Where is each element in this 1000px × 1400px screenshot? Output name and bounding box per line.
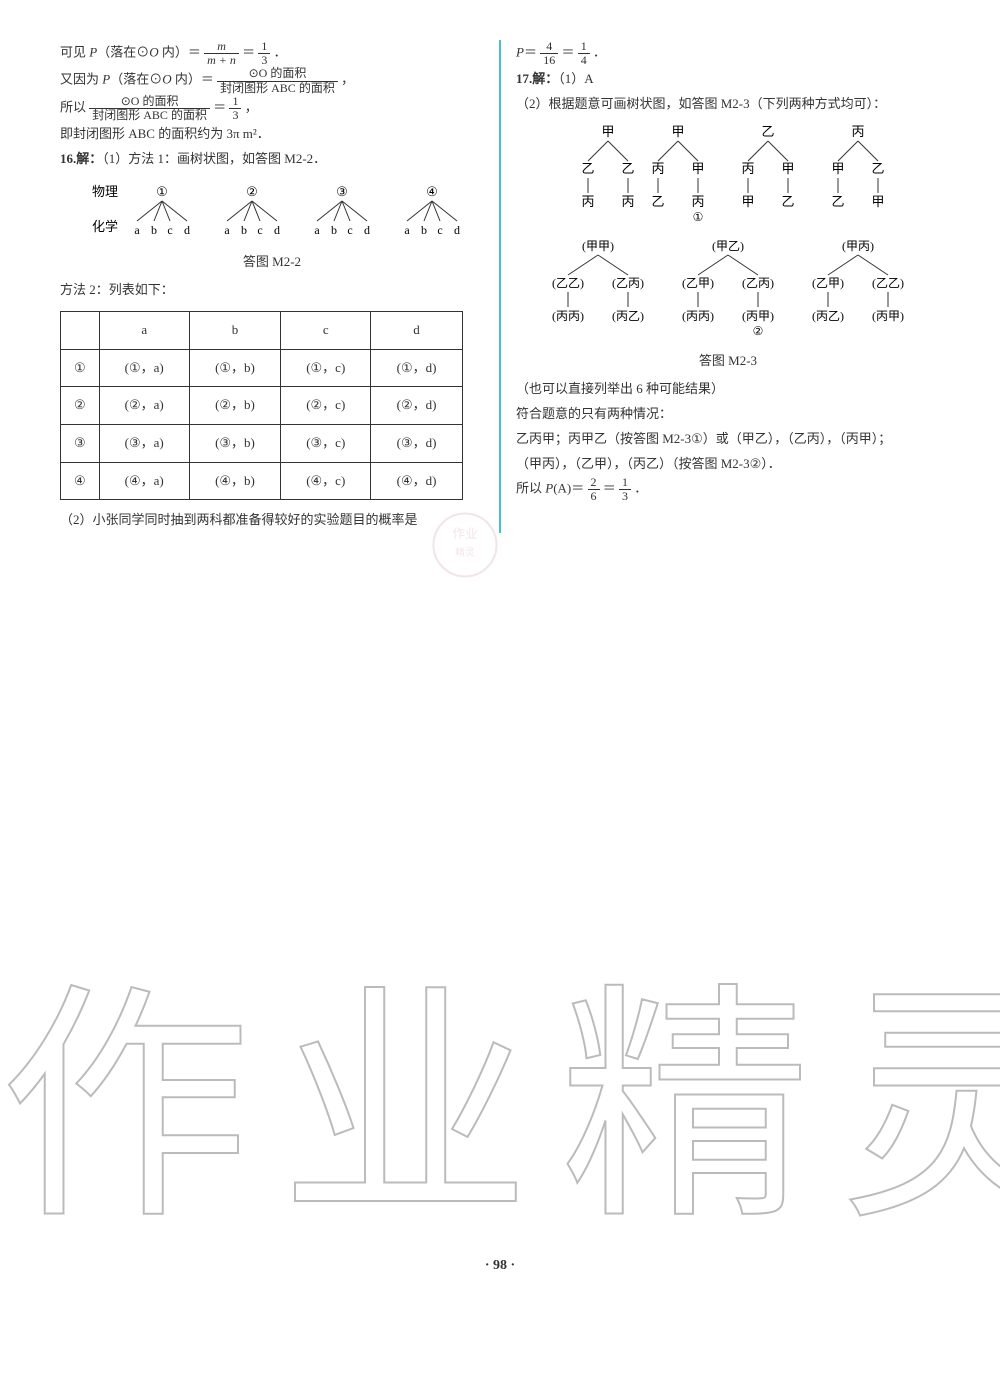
svg-text:乙: 乙 xyxy=(581,161,594,176)
q17-header: 17.解：（1）A xyxy=(516,67,940,92)
svg-text:d: d xyxy=(184,223,190,237)
svg-text:丙: 丙 xyxy=(691,194,704,209)
svg-text:a: a xyxy=(314,223,320,237)
svg-text:a: a xyxy=(404,223,410,237)
svg-text:甲: 甲 xyxy=(671,124,684,139)
svg-text:b: b xyxy=(331,223,337,237)
svg-text:甲: 甲 xyxy=(601,124,614,139)
svg-text:a: a xyxy=(224,223,230,237)
svg-text:乙: 乙 xyxy=(651,194,664,209)
method2-label: 方法 2：列表如下： xyxy=(60,278,484,303)
svg-text:(丙乙): (丙乙) xyxy=(812,309,844,323)
right-column: P＝ 416 ＝ 14 ． 17.解：（1）A （2）根据题意可画树状图，如答图… xyxy=(499,40,940,533)
svg-text:乙: 乙 xyxy=(871,161,884,176)
svg-text:b: b xyxy=(241,223,247,237)
svg-text:丙: 丙 xyxy=(581,194,594,209)
svg-text:(乙丙): (乙丙) xyxy=(742,276,774,290)
tree-caption: 答图 M2-3 xyxy=(516,349,940,374)
svg-text:精灵: 精灵 xyxy=(455,546,475,559)
svg-text:④: ④ xyxy=(426,184,438,199)
svg-text:c: c xyxy=(167,223,172,237)
svg-text:(丙甲): (丙甲) xyxy=(742,309,774,323)
svg-text:(乙甲): (乙甲) xyxy=(812,276,844,290)
svg-text:物理: 物理 xyxy=(92,184,118,199)
svg-text:(乙甲): (乙甲) xyxy=(682,276,714,290)
text-line: （2）根据题意可画树状图，如答图 M2-3（下列两种方式均可）： xyxy=(516,92,940,117)
svg-text:①: ① xyxy=(156,184,168,199)
svg-text:d: d xyxy=(274,223,280,237)
svg-text:(甲乙): (甲乙) xyxy=(712,239,744,253)
svg-text:丙: 丙 xyxy=(741,161,754,176)
svg-text:a: a xyxy=(134,223,140,237)
svg-text:丙: 丙 xyxy=(651,161,664,176)
svg-text:乙: 乙 xyxy=(621,161,634,176)
text-line: 乙丙甲；丙甲乙（按答图 M2-3①）或（甲乙），（乙丙），（丙甲）； xyxy=(516,427,940,452)
svg-text:甲: 甲 xyxy=(871,194,884,209)
text-line: P＝ 416 ＝ 14 ． xyxy=(516,40,940,67)
svg-text:(乙乙): (乙乙) xyxy=(552,276,584,290)
text-line: 可见 P（落在⊙O 内）＝ mm + n ＝ 13 ． xyxy=(60,40,484,67)
svg-text:化学: 化学 xyxy=(92,219,118,234)
svg-text:b: b xyxy=(151,223,157,237)
probability-table: a b c d ①(①，a)(①，b)(①，c)(①，d) ②(②，a)(②，b… xyxy=(60,311,463,500)
text-line: 又因为 P（落在⊙O 内）＝ ⊙O 的面积封闭图形 ABC 的面积 ， xyxy=(60,67,484,94)
tree-caption: 答图 M2-2 xyxy=(60,250,484,275)
svg-text:(乙乙): (乙乙) xyxy=(872,276,904,290)
text-line: 所以 ⊙O 的面积封闭图形 ABC 的面积 ＝ 13 ， xyxy=(60,95,484,122)
text-line: （2）小张同学同时抽到两科都准备得较好的实验题目的概率是 xyxy=(60,508,484,533)
tree-diagram-m2-2: 物理 化学 ① ② ③ ④ abcd abcd abcd abcd xyxy=(82,176,462,246)
svg-text:①: ① xyxy=(693,210,704,224)
svg-text:甲: 甲 xyxy=(691,161,704,176)
q16-header: 16.解：（1）方法 1：画树状图，如答图 M2-2． xyxy=(60,147,484,172)
svg-text:乙: 乙 xyxy=(781,194,794,209)
text-line: （甲丙），（乙甲），（丙乙）（按答图 M2-3②）． xyxy=(516,452,940,477)
svg-text:(甲甲): (甲甲) xyxy=(582,239,614,253)
text-line: （也可以直接列举出 6 种可能结果） xyxy=(516,377,940,402)
svg-text:(丙丙): (丙丙) xyxy=(682,309,714,323)
page-number: · 98 · xyxy=(60,1253,940,1280)
svg-text:③: ③ xyxy=(336,184,348,199)
text-line: 符合题意的只有两种情况： xyxy=(516,402,940,427)
svg-text:(丙乙): (丙乙) xyxy=(612,309,644,323)
text-line: 即封闭图形 ABC 的面积约为 3π m²． xyxy=(60,122,484,147)
svg-text:甲: 甲 xyxy=(741,194,754,209)
svg-text:甲: 甲 xyxy=(831,161,844,176)
svg-text:c: c xyxy=(437,223,442,237)
svg-text:(甲丙): (甲丙) xyxy=(842,239,874,253)
svg-text:b: b xyxy=(421,223,427,237)
svg-text:乙: 乙 xyxy=(831,194,844,209)
svg-text:d: d xyxy=(364,223,370,237)
svg-text:丙: 丙 xyxy=(621,194,634,209)
svg-text:(丙丙): (丙丙) xyxy=(552,309,584,323)
text-line: 所以 P(A)＝ 26 ＝ 13 ． xyxy=(516,476,940,503)
tree-diagram-m2-3-1: 甲 甲 乙 丙 乙乙 丙甲 丙甲 甲乙 xyxy=(548,121,908,231)
svg-text:d: d xyxy=(454,223,460,237)
svg-text:(丙甲): (丙甲) xyxy=(872,309,904,323)
svg-text:②: ② xyxy=(246,184,258,199)
svg-text:甲: 甲 xyxy=(781,161,794,176)
svg-text:②: ② xyxy=(753,324,764,338)
svg-text:乙: 乙 xyxy=(761,124,774,139)
svg-text:(乙丙): (乙丙) xyxy=(612,276,644,290)
svg-text:丙: 丙 xyxy=(851,124,864,139)
svg-text:c: c xyxy=(347,223,352,237)
left-column: 可见 P（落在⊙O 内）＝ mm + n ＝ 13 ． 又因为 P（落在⊙O 内… xyxy=(60,40,499,533)
tree-diagram-m2-3-2: (甲甲) (甲乙) (甲丙) (乙乙) (乙丙) (乙甲) (乙丙) (乙甲) (乙乙… xyxy=(528,235,928,345)
svg-text:c: c xyxy=(257,223,262,237)
